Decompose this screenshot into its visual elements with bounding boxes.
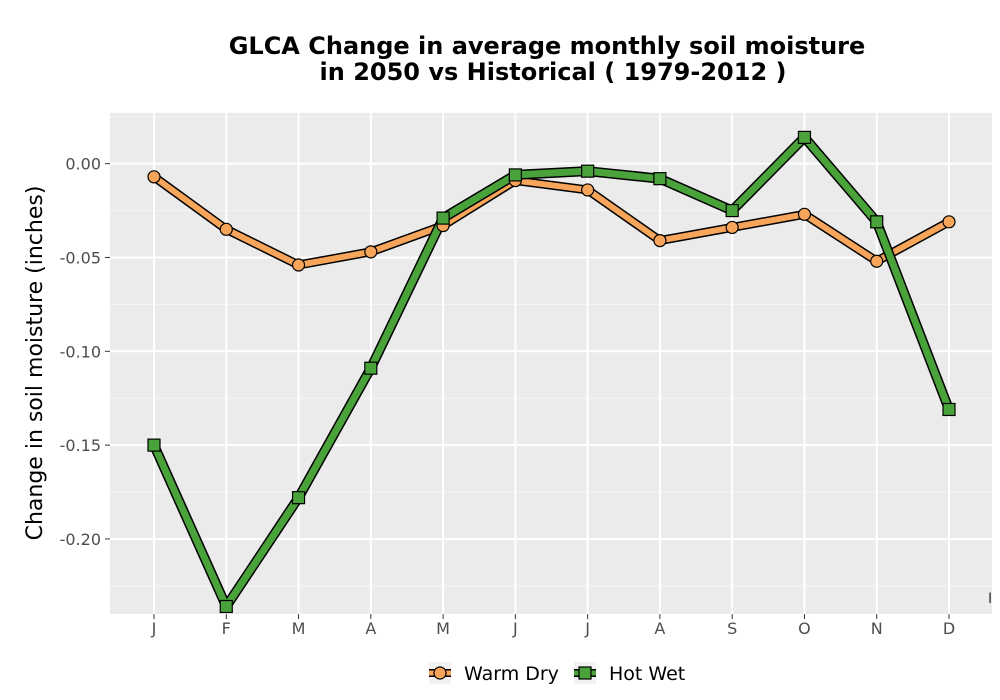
- x-tick-label: A: [654, 619, 665, 638]
- x-tick-label: F: [222, 619, 231, 638]
- data-point-marker: [291, 491, 306, 505]
- y-tick-label: -0.20: [60, 530, 101, 549]
- data-point-marker: [653, 172, 667, 186]
- data-point-marker: [147, 438, 161, 452]
- x-tick-label: S: [727, 619, 737, 638]
- legend-label: Warm Dry: [464, 663, 559, 685]
- x-tick-label: M: [292, 619, 306, 638]
- series-line: [151, 173, 952, 268]
- data-point-marker: [219, 599, 233, 614]
- legend-label: Hot Wet: [609, 663, 685, 685]
- data-point-marker: [942, 402, 956, 417]
- data-point-marker: [653, 233, 667, 248]
- data-point-marker: [797, 207, 812, 221]
- data-point-marker: [725, 220, 739, 235]
- data-point-marker: [797, 130, 812, 144]
- legend-marker: [578, 666, 592, 680]
- legend: Warm Dry Hot Wet: [429, 662, 685, 685]
- y-tick-label: -0.05: [60, 248, 101, 267]
- x-tick-label: M: [436, 619, 450, 638]
- data-point-marker: [436, 211, 450, 225]
- data-point-marker: [291, 258, 306, 272]
- x-tick-label: N: [871, 619, 883, 638]
- y-axis-label: Change in soil moisture (inches): [23, 186, 48, 541]
- legend-marker: [433, 666, 447, 680]
- series-layer: [147, 130, 956, 614]
- y-tick-label: -0.15: [60, 436, 101, 455]
- x-tick-label: O: [798, 619, 811, 638]
- x-tick-label: A: [365, 619, 376, 638]
- data-point-marker: [364, 361, 378, 375]
- data-point-marker: [219, 222, 233, 236]
- data-point-marker: [581, 164, 595, 178]
- chart-title-line1: GLCA Change in average monthly soil mois…: [229, 32, 866, 60]
- x-tick-label: D: [943, 619, 955, 638]
- data-point-marker: [870, 254, 884, 268]
- x-tick-label: J: [512, 619, 518, 638]
- x-tick-label: J: [151, 619, 157, 638]
- series-line: [150, 133, 953, 610]
- data-point-marker: [942, 215, 956, 229]
- data-point-marker: [581, 183, 595, 197]
- data-point-marker: [725, 203, 739, 218]
- data-point-marker: [147, 170, 161, 184]
- axis-layer: 0.00 -0.05 -0.10 -0.15 -0.20 J F M A M J J A S O N D: [60, 155, 956, 638]
- y-tick-label: 0.00: [65, 155, 101, 174]
- y-tick-label: -0.10: [60, 342, 101, 361]
- x-tick-label: J: [584, 619, 590, 638]
- data-point-marker: [508, 168, 522, 182]
- data-point-marker: [364, 245, 378, 259]
- grid-layer: [110, 113, 992, 614]
- data-point-marker: [870, 215, 884, 229]
- corner-mark: I: [988, 591, 992, 607]
- plot-panel: [110, 113, 992, 614]
- chart-title-line2: in 2050 vs Historical ( 1979-2012 ): [320, 58, 787, 86]
